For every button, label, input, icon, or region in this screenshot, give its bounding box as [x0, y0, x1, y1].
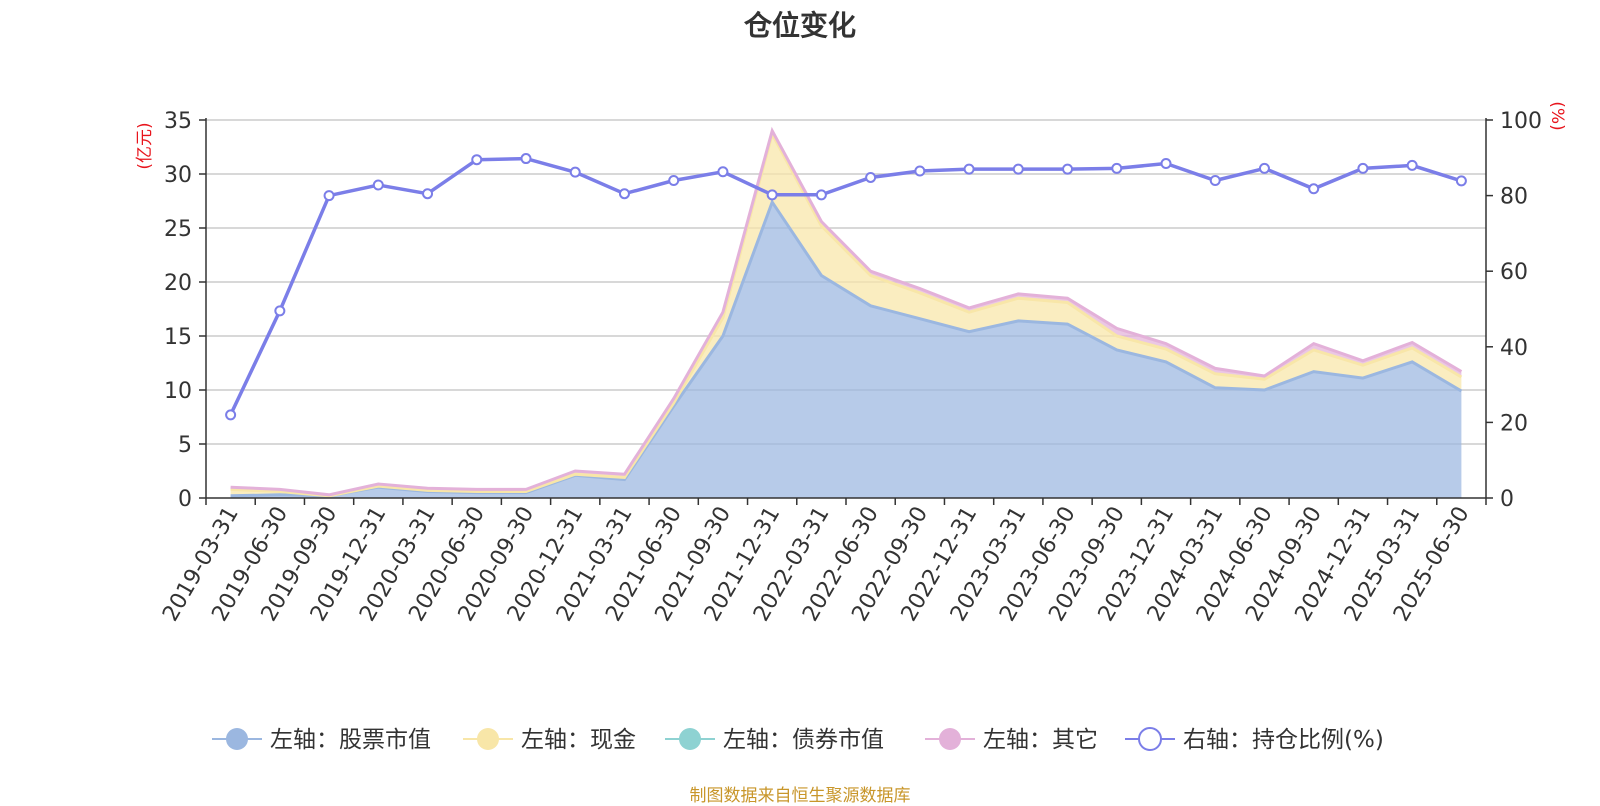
- ratio-point: [1406, 159, 1418, 171]
- ratio-point: [225, 409, 237, 421]
- ratio-point: [520, 153, 532, 165]
- ratio-point: [1160, 157, 1172, 169]
- right-axis-tick-label: 80: [1500, 185, 1528, 210]
- legend-item: 左轴：现金: [463, 727, 636, 753]
- ratio-point: [1308, 183, 1320, 195]
- legend-label: 右轴：持仓比例(%): [1183, 727, 1384, 753]
- ratio-point: [766, 189, 778, 201]
- area-edge-左轴：其它: [230, 126, 1463, 497]
- legend-label: 左轴：债券市值: [723, 727, 884, 753]
- source-note: 制图数据来自恒生聚源数据库: [689, 786, 911, 806]
- ratio-point: [815, 189, 827, 201]
- legend-marker: [477, 728, 499, 750]
- left-axis-unit: (亿元): [135, 122, 155, 169]
- right-axis-tick-label: 20: [1500, 411, 1528, 436]
- legend-label: 左轴：现金: [521, 727, 636, 753]
- ratio-point: [963, 163, 975, 175]
- chart-title: 仓位变化: [743, 9, 856, 42]
- ratio-point: [1111, 162, 1123, 174]
- right-axis-unit: (%): [1547, 101, 1567, 130]
- area-左轴：股票市值: [230, 202, 1462, 498]
- legend-marker: [939, 728, 961, 750]
- stacked-areas: [230, 126, 1463, 498]
- left-axis-tick-label: 10: [164, 379, 192, 404]
- ratio-point: [1062, 163, 1074, 175]
- ratio-point: [717, 166, 729, 178]
- ratio-point: [914, 165, 926, 177]
- legend-marker: [1138, 727, 1162, 751]
- ratio-line: [225, 153, 1467, 421]
- legend-item: 左轴：债券市值: [665, 727, 884, 753]
- left-axis-tick-label: 25: [164, 217, 192, 242]
- left-axis-tick-label: 35: [164, 109, 192, 134]
- left-axis-tick-label: 20: [164, 271, 192, 296]
- area-edge-左轴：现金: [230, 129, 1463, 498]
- ratio-point: [1209, 174, 1221, 186]
- left-axis-tick-label: 30: [164, 163, 192, 188]
- left-axis-tick-label: 15: [164, 325, 192, 350]
- left-axis-tick-label: 0: [178, 487, 192, 512]
- right-axis-tick-label: 100: [1500, 109, 1542, 134]
- legend-item: 左轴：其它: [925, 727, 1098, 753]
- ratio-point: [471, 154, 483, 166]
- legend-label: 左轴：其它: [983, 727, 1098, 753]
- legend-item: 右轴：持仓比例(%): [1125, 727, 1384, 753]
- ratio-point: [618, 188, 630, 200]
- legend-item: 左轴：股票市值: [212, 727, 431, 753]
- ratio-point: [372, 179, 384, 191]
- legend-label: 左轴：股票市值: [270, 727, 431, 753]
- ratio-point: [323, 190, 335, 202]
- legend: 左轴：股票市值 左轴：现金 左轴：债券市值 左轴：其它 右轴：持仓比例(%): [212, 727, 1384, 753]
- ratio-point: [274, 305, 286, 317]
- legend-marker: [679, 728, 701, 750]
- ratio-point: [668, 174, 680, 186]
- ratio-point: [865, 171, 877, 183]
- right-axis-tick-label: 60: [1500, 260, 1528, 285]
- ratio-point: [1012, 163, 1024, 175]
- legend-marker: [226, 728, 248, 750]
- ratio-point: [1455, 175, 1467, 187]
- right-axis-tick-label: 0: [1500, 487, 1514, 512]
- ratio-point: [569, 166, 581, 178]
- ratio-point: [422, 188, 434, 200]
- left-axis-tick-label: 5: [178, 433, 192, 458]
- ratio-line-path: [229, 156, 1462, 416]
- ratio-point: [1357, 162, 1369, 174]
- ratio-point: [1258, 162, 1270, 174]
- right-axis-tick-label: 40: [1500, 336, 1528, 361]
